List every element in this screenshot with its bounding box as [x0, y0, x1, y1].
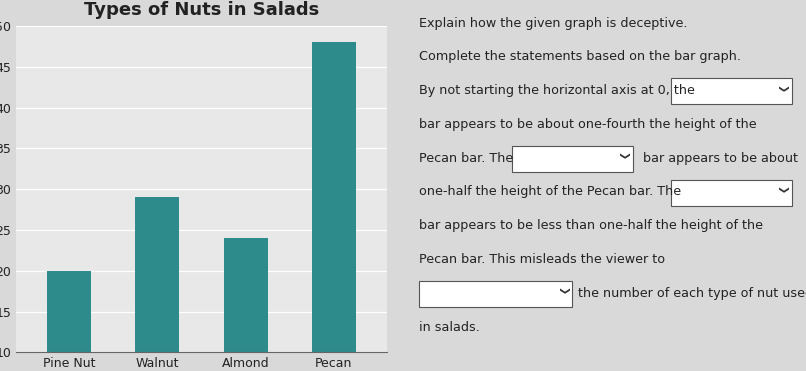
Text: By not starting the horizontal axis at 0, the: By not starting the horizontal axis at 0… — [419, 84, 695, 97]
FancyBboxPatch shape — [671, 78, 791, 104]
Text: Complete the statements based on the bar graph.: Complete the statements based on the bar… — [419, 50, 742, 63]
Text: ❯: ❯ — [617, 152, 628, 160]
FancyBboxPatch shape — [419, 281, 572, 307]
FancyBboxPatch shape — [512, 146, 633, 172]
Text: bar appears to be less than one-half the height of the: bar appears to be less than one-half the… — [419, 219, 763, 232]
Text: the number of each type of nut used: the number of each type of nut used — [579, 287, 806, 300]
Text: Explain how the given graph is deceptive.: Explain how the given graph is deceptive… — [419, 17, 688, 30]
Bar — [135, 197, 180, 352]
Text: Pecan bar. The: Pecan bar. The — [419, 152, 513, 165]
Text: bar appears to be about one-fourth the height of the: bar appears to be about one-fourth the h… — [419, 118, 757, 131]
Text: Pecan bar. This misleads the viewer to: Pecan bar. This misleads the viewer to — [419, 253, 665, 266]
FancyBboxPatch shape — [671, 180, 791, 206]
Text: one-half the height of the Pecan bar. The: one-half the height of the Pecan bar. Th… — [419, 186, 681, 198]
Text: ❯: ❯ — [557, 287, 567, 295]
Title: Types of Nuts in Salads: Types of Nuts in Salads — [84, 1, 319, 19]
Bar — [47, 271, 91, 352]
Bar — [312, 42, 356, 352]
Text: ❯: ❯ — [777, 85, 787, 93]
Text: ❯: ❯ — [777, 186, 787, 194]
Bar — [223, 238, 268, 352]
Text: in salads.: in salads. — [419, 321, 480, 334]
Text: bar appears to be about: bar appears to be about — [643, 152, 798, 165]
